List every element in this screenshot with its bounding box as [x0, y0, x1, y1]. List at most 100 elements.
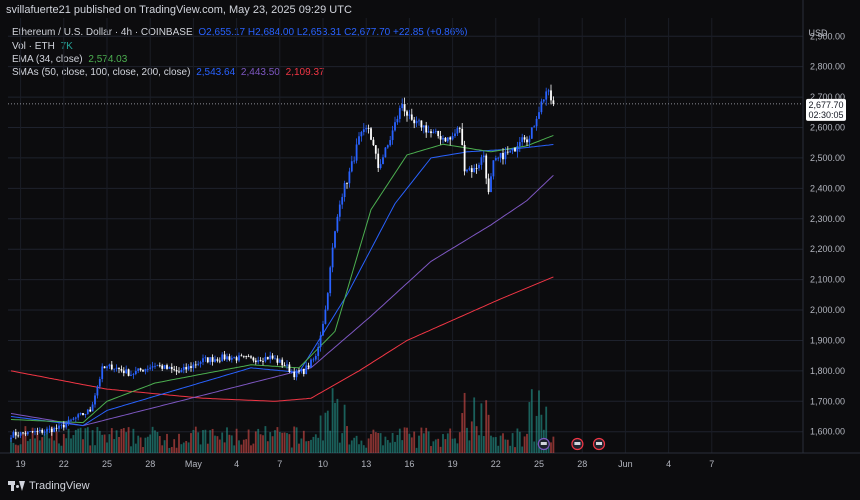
volume-bar	[552, 436, 555, 453]
candle-body	[257, 360, 260, 363]
volume-bar	[408, 433, 411, 453]
candlesticks	[10, 84, 555, 443]
volume-bar	[180, 444, 183, 453]
volume-bar	[192, 429, 195, 453]
volume-bar	[406, 427, 408, 453]
candle-body	[132, 374, 135, 375]
volume-bar	[480, 403, 483, 453]
volume-bar	[137, 435, 140, 453]
candle-body	[245, 356, 248, 357]
volume-bar	[442, 434, 444, 453]
sma-legend[interactable]: SMAs (50, close, 100, close, 200, close)…	[12, 67, 328, 78]
candle-body	[523, 137, 526, 140]
tradingview-logo-icon	[8, 481, 25, 491]
candle-body	[550, 90, 552, 101]
volume-bar	[523, 436, 526, 453]
volume-bar	[274, 430, 276, 453]
candle-body	[305, 365, 308, 375]
volume-bar	[451, 438, 454, 453]
volume-bar	[29, 438, 32, 453]
candle-body	[552, 100, 555, 104]
candle-body	[389, 140, 392, 146]
candle-body	[444, 137, 447, 142]
volume-bar	[550, 442, 552, 453]
volume-bar	[355, 435, 358, 453]
candle-body	[34, 431, 36, 433]
candle-body	[96, 386, 99, 396]
candle-body	[420, 120, 423, 128]
candle-body	[415, 120, 418, 124]
candle-body	[122, 370, 125, 374]
volume-bar	[322, 440, 324, 453]
volume-bar	[461, 413, 464, 453]
candle-body	[46, 429, 48, 432]
volume-legend[interactable]: Vol · ETH 7K	[12, 41, 76, 52]
candle-body	[396, 118, 399, 123]
candle-body	[14, 432, 17, 436]
candle-body	[492, 160, 495, 177]
volume-bar	[278, 431, 281, 453]
volume-bar	[67, 428, 70, 453]
volume-bar	[127, 427, 130, 453]
volume-bar	[485, 400, 488, 453]
symbol-title[interactable]: Ethereum / U.S. Dollar · 4h · COINBASE	[12, 27, 193, 38]
candle-body	[418, 120, 420, 122]
volume-bar	[307, 441, 310, 453]
volume-bar	[458, 432, 461, 453]
volume-bar	[96, 426, 99, 453]
candle-body	[300, 368, 303, 372]
candle-body	[142, 370, 144, 372]
volume-bar	[130, 446, 132, 453]
time-tick: 10	[318, 459, 328, 469]
candle-body	[545, 91, 548, 100]
candle-body	[216, 359, 219, 361]
time-tick: 28	[145, 459, 155, 469]
candle-body	[362, 129, 365, 133]
volume-bar	[470, 421, 473, 453]
candle-body	[41, 429, 44, 433]
volume-bar	[514, 447, 516, 453]
candle-body	[79, 413, 82, 415]
volume-bar	[487, 414, 490, 453]
volume-bar	[377, 432, 380, 453]
candle-body	[82, 413, 84, 415]
volume-bar	[77, 428, 80, 453]
volume-bar	[257, 428, 260, 453]
volume-bar	[466, 427, 468, 453]
volume-bar	[312, 436, 315, 453]
symbol-legend: Ethereum / U.S. Dollar · 4h · COINBASE O…	[12, 27, 471, 38]
volume-bar	[216, 436, 219, 453]
candle-body	[506, 151, 509, 153]
volume-bar	[434, 439, 437, 453]
price-axis: 1,600.00 1,700.00 1,800.00 1,900.00 2,000.00…	[810, 31, 845, 436]
current-price-tag: 2,677.70 02:30:05	[806, 98, 846, 121]
ema-legend[interactable]: EMA (34, close) 2,574.03	[12, 54, 130, 65]
candle-body	[101, 366, 104, 380]
volume-bar	[482, 436, 485, 453]
candle-body	[432, 131, 435, 134]
brand[interactable]: TradingView	[8, 480, 90, 492]
volume-bar	[252, 443, 255, 453]
volume-bar	[110, 428, 113, 453]
volume-bar	[463, 392, 466, 453]
candle-body	[254, 360, 257, 363]
current-price: 2,677.70	[808, 100, 843, 110]
candle-body	[269, 355, 272, 360]
candle-body	[65, 423, 68, 428]
candle-body	[307, 365, 310, 368]
candle-body	[406, 111, 408, 116]
candle-body	[24, 433, 27, 435]
candle-body	[502, 152, 504, 160]
volume-bar	[367, 438, 370, 453]
candle-body	[166, 365, 168, 369]
volume-bar	[518, 431, 521, 453]
sma50-value: 2,543.64	[196, 67, 236, 78]
volume-bar	[432, 441, 435, 453]
candle-body	[266, 356, 269, 360]
volume-bar	[10, 439, 12, 453]
volume-bar	[475, 426, 478, 453]
candle-body	[413, 119, 416, 124]
volume-bar	[353, 437, 356, 453]
sma200-line	[10, 276, 554, 402]
